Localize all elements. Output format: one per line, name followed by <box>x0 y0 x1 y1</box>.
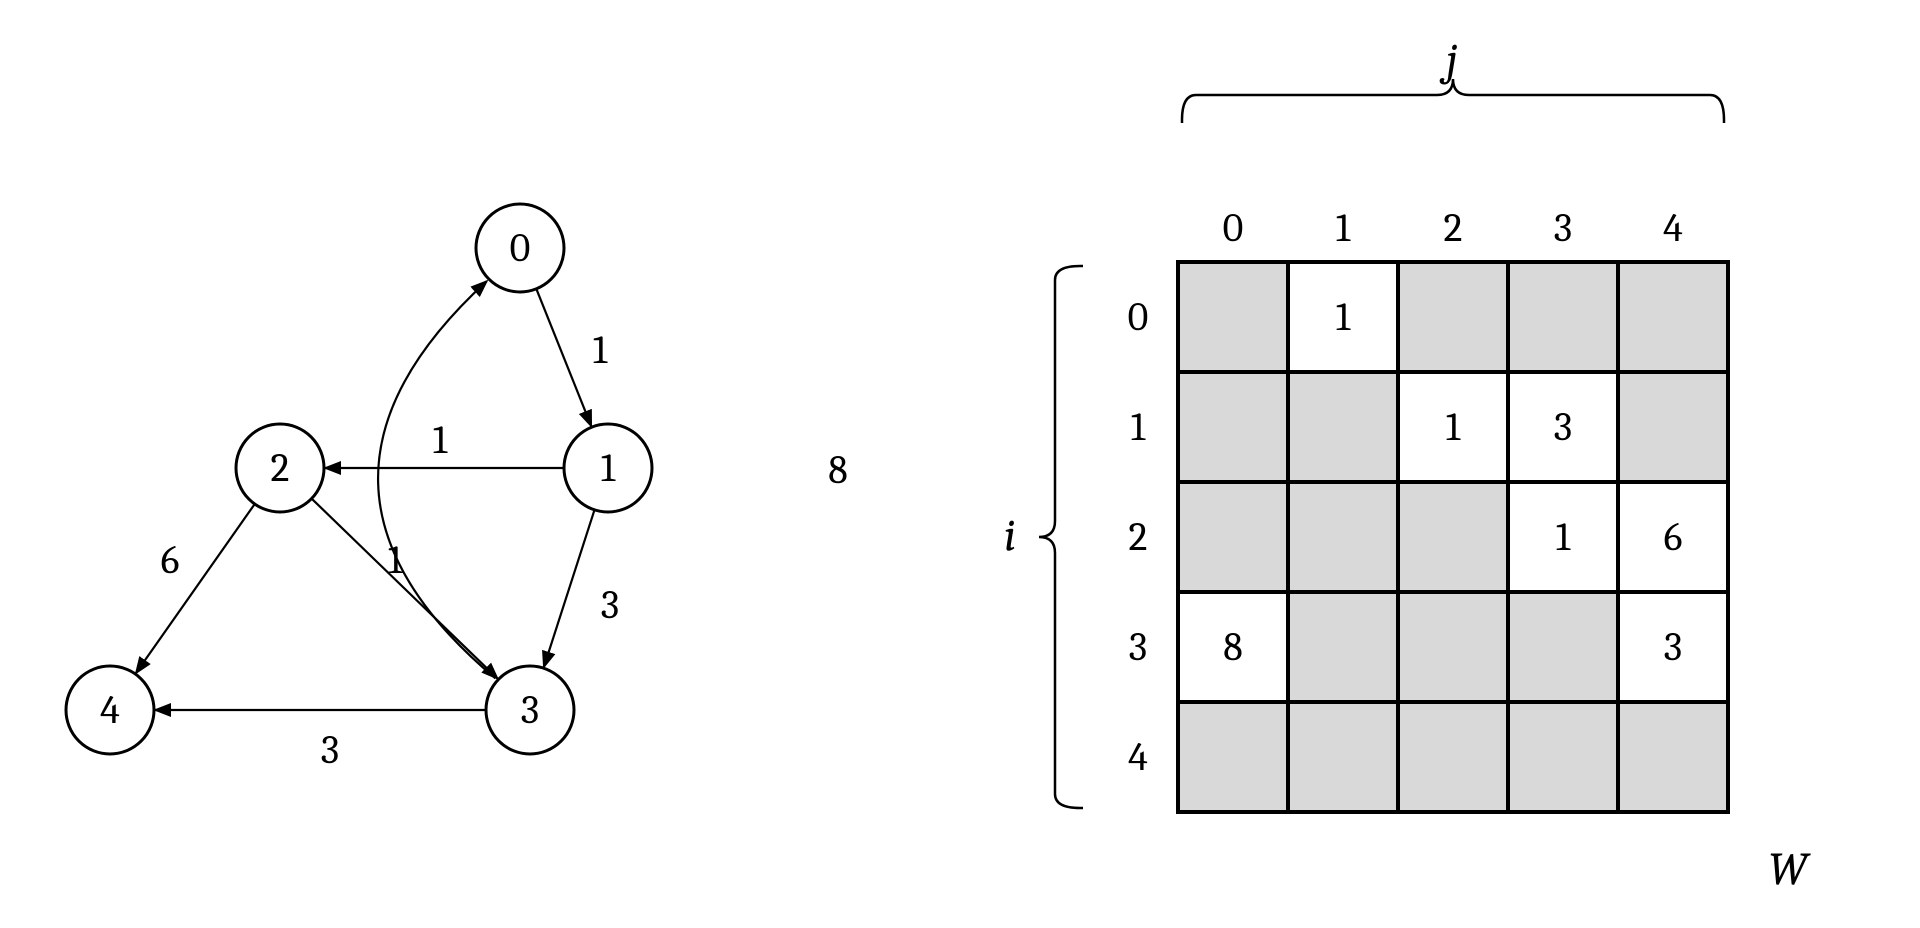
col-axis-bracket <box>1182 79 1724 123</box>
edge-1-3 <box>544 511 594 667</box>
edge-3-0 <box>378 281 495 678</box>
node-4-circle <box>66 666 154 754</box>
edge-2-4 <box>136 505 254 673</box>
edge-2-3 <box>312 499 497 678</box>
node-2-circle <box>236 424 324 512</box>
node-0-circle <box>476 204 564 292</box>
node-3-circle <box>486 666 574 754</box>
graph-nodes <box>66 204 652 754</box>
axis-brackets <box>1039 79 1724 808</box>
matrix-outer-rect <box>1178 262 1728 812</box>
figure-stage: 11316380123401234012341131683jiW <box>0 0 1920 928</box>
row-axis-bracket <box>1039 266 1083 808</box>
node-1-circle <box>564 424 652 512</box>
svg-layer <box>0 0 1920 928</box>
matrix-outer-border <box>1178 262 1728 812</box>
edge-0-1 <box>537 290 592 426</box>
graph-edges <box>136 281 594 710</box>
